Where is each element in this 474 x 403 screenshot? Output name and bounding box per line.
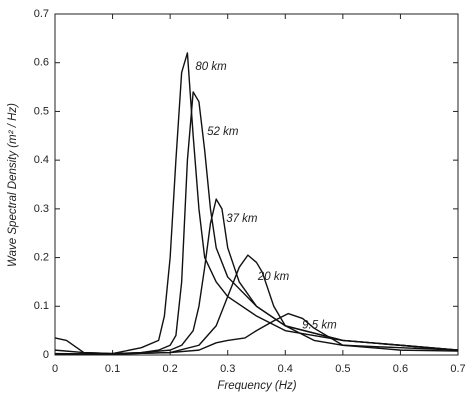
y-tick-label: 0.4 [34,154,49,166]
y-tick-label: 0.6 [34,57,49,69]
x-tick-label: 0 [52,363,58,375]
y-tick-label: 0.7 [34,8,49,20]
y-tick-label: 0.1 [34,300,49,312]
y-tick-label: 0.5 [34,105,49,117]
y-axis-label: Wave Spectral Density (m² / Hz) [7,103,19,267]
x-tick-label: 0.2 [162,363,177,375]
line-label: 20 km [257,271,290,283]
x-tick-label: 0.7 [450,363,465,375]
y-tick-label: 0 [43,349,49,361]
y-tick-label: 0.3 [34,203,49,215]
line-label: 80 km [195,61,227,73]
series-line [54,52,459,355]
x-tick-label: 0.4 [278,363,293,375]
series-line [55,312,459,355]
line-label: 37 km [226,213,258,225]
x-tick-label: 0.1 [105,363,120,375]
x-axis-label: Frequency (Hz) [217,380,296,392]
x-tick-label: 0.5 [335,363,350,375]
x-tick-label: 0.6 [393,363,408,375]
series-line [54,198,459,355]
series-line [55,254,459,355]
x-tick-label: 0.3 [220,363,235,375]
plot-frame [54,13,459,356]
y-tick-label: 0.2 [34,251,49,263]
line-label: 9.5 km [302,320,337,332]
line-label: 52 km [207,126,239,138]
